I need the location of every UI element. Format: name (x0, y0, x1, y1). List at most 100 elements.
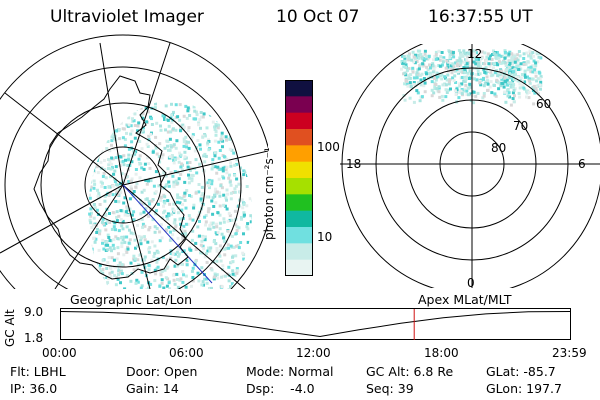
geo-pixel (213, 127, 217, 131)
geo-pixel (193, 109, 197, 113)
geo-pixel (198, 143, 202, 147)
polar-pixel (468, 82, 472, 86)
geo-pixel (147, 228, 151, 232)
polar-pixel (464, 83, 468, 87)
geo-pixel (125, 175, 129, 179)
geo-pixel (112, 238, 116, 242)
geo-pixel (163, 118, 166, 121)
geo-pixel (188, 217, 192, 221)
geo-pixel (247, 147, 251, 151)
geo-pixel (221, 274, 225, 278)
geo-pixel (115, 119, 119, 123)
geo-pixel (228, 214, 232, 218)
geo-pixel (101, 238, 105, 242)
geo-pixel (172, 180, 176, 184)
geo-pixel (104, 213, 108, 217)
polar-pixel (415, 89, 419, 93)
polar-pixel (500, 70, 504, 74)
geo-pixel (141, 225, 145, 229)
geo-pixel (174, 128, 178, 132)
polar-pixel (523, 69, 527, 73)
geo-pixel (147, 162, 151, 165)
geo-pixel (121, 127, 125, 131)
geo-pixel (154, 146, 158, 150)
geo-pixel (227, 211, 231, 215)
geo-pixel (150, 240, 154, 244)
geo-pixel (159, 199, 162, 202)
geo-pixel (186, 161, 189, 165)
polar-pixel (429, 66, 432, 70)
geo-pixel (176, 247, 180, 251)
geo-pixel (101, 217, 105, 221)
polar-pixel (461, 71, 465, 74)
geo-pixel (143, 238, 147, 242)
polar-pixel (504, 64, 508, 68)
geo-pixel (182, 144, 186, 148)
geo-pixel (126, 164, 130, 167)
geo-pixel (101, 258, 105, 262)
geo-pixel (220, 232, 224, 236)
geo-pixel (222, 220, 226, 224)
polar-pixel (520, 83, 524, 87)
polar-pixel (434, 50, 438, 54)
polar-axes (340, 44, 600, 288)
polar-pixel (451, 76, 455, 80)
geo-pixel (253, 118, 256, 121)
status-dsp: Dsp: -4.0 (246, 381, 315, 396)
geo-pixel (194, 241, 198, 245)
geo-pixel (256, 225, 259, 228)
geo-pixel (256, 226, 259, 229)
geo-pixel (246, 174, 249, 177)
geo-pixel (205, 126, 209, 130)
geo-pixel (197, 190, 201, 194)
geo-pixel (114, 129, 117, 133)
geo-pixel (105, 240, 109, 244)
geo-pixel (253, 277, 256, 280)
polar-pixel (508, 95, 512, 99)
geo-pixel (256, 103, 259, 106)
geo-pixel (245, 204, 249, 208)
geo-pixel (119, 113, 123, 117)
geo-pixel (227, 265, 231, 269)
geo-pixel (179, 153, 183, 157)
polar-pixel (406, 54, 410, 58)
geo-pixel (148, 226, 152, 229)
geo-pixel (128, 207, 132, 211)
geo-pixel (217, 123, 221, 127)
geo-pixel (233, 173, 237, 177)
geo-pixel (164, 228, 168, 232)
colorbar-cell (285, 145, 313, 163)
polar-pixel (522, 61, 526, 65)
geo-pixel (228, 113, 232, 117)
geo-pixel (89, 115, 93, 119)
polar-pixel (511, 79, 515, 83)
polar-pixel (438, 64, 442, 68)
polar-pixel (416, 49, 420, 53)
geo-pixel (226, 219, 230, 223)
geo-pixel (184, 141, 188, 145)
polar-pixel (511, 60, 515, 64)
geo-pixel (117, 229, 121, 233)
geo-pixel (253, 263, 256, 266)
geo-pixel (249, 158, 252, 162)
geo-pixel (148, 202, 152, 206)
polar-pixel (423, 52, 427, 56)
geo-pixel (256, 158, 259, 161)
geo-pixel (171, 252, 175, 255)
geo-pixel (190, 101, 194, 105)
geo-pixel (116, 252, 120, 256)
geo-pixel (208, 112, 212, 116)
geo-pixel (166, 167, 170, 171)
polar-pixel (481, 96, 485, 100)
geo-pixel (122, 201, 126, 205)
geo-pixel (117, 110, 121, 114)
polar-pixel (407, 67, 411, 71)
geo-pixel (90, 173, 94, 177)
polar-pixel (510, 63, 514, 67)
geo-pixel (218, 191, 221, 195)
geo-pixel (156, 251, 160, 255)
geo-pixel (123, 213, 127, 217)
geo-pixel (181, 262, 184, 266)
polar-pixel (423, 57, 427, 61)
geo-pixel (174, 179, 178, 183)
